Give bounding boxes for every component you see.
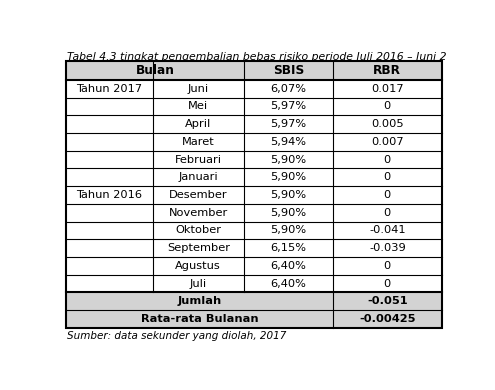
Bar	[66, 168, 442, 186]
Text: 5,90%: 5,90%	[270, 172, 306, 182]
Text: -0.039: -0.039	[369, 243, 406, 253]
Text: 0: 0	[384, 101, 391, 112]
Text: 0.005: 0.005	[371, 119, 404, 129]
Text: Juni: Juni	[188, 84, 209, 94]
Text: 0.017: 0.017	[371, 84, 404, 94]
Text: 5,90%: 5,90%	[270, 208, 306, 218]
Bar	[66, 275, 442, 292]
Bar	[66, 186, 442, 204]
Text: 0: 0	[384, 278, 391, 289]
Text: Januari: Januari	[179, 172, 218, 182]
Text: November: November	[169, 208, 228, 218]
Text: 5,94%: 5,94%	[271, 137, 306, 147]
Text: Jumlah: Jumlah	[177, 296, 222, 306]
Text: 5,90%: 5,90%	[270, 225, 306, 236]
Text: September: September	[167, 243, 230, 253]
Bar	[66, 310, 442, 328]
Text: Agustus: Agustus	[175, 261, 221, 271]
Text: 0.007: 0.007	[371, 137, 404, 147]
Text: Oktober: Oktober	[175, 225, 221, 236]
Bar	[66, 62, 442, 80]
Text: Tahun 2017: Tahun 2017	[76, 84, 142, 94]
Text: -0.051: -0.051	[367, 296, 408, 306]
Text: 0: 0	[384, 172, 391, 182]
Text: Juli: Juli	[190, 278, 207, 289]
Text: Desember: Desember	[169, 190, 228, 200]
Text: April: April	[185, 119, 211, 129]
Text: Sumber: data sekunder yang diolah, 2017: Sumber: data sekunder yang diolah, 2017	[67, 331, 287, 341]
Text: 0: 0	[384, 154, 391, 165]
Bar	[66, 80, 442, 98]
Text: RBR: RBR	[373, 64, 401, 77]
Text: 6,40%: 6,40%	[271, 278, 306, 289]
Text: -0.041: -0.041	[369, 225, 406, 236]
Text: SBIS: SBIS	[273, 64, 304, 77]
Bar	[66, 115, 442, 133]
Text: 0: 0	[384, 190, 391, 200]
Bar	[66, 133, 442, 151]
Text: 6,15%: 6,15%	[271, 243, 306, 253]
Text: Rata-rata Bulanan: Rata-rata Bulanan	[141, 314, 258, 324]
Text: 5,97%: 5,97%	[270, 119, 306, 129]
Text: 6,07%: 6,07%	[271, 84, 306, 94]
Bar	[66, 62, 442, 328]
Text: 5,97%: 5,97%	[270, 101, 306, 112]
Bar	[66, 257, 442, 275]
Bar	[66, 292, 442, 310]
Bar	[66, 222, 442, 239]
Text: 6,40%: 6,40%	[271, 261, 306, 271]
Text: 0: 0	[384, 261, 391, 271]
Bar	[66, 151, 442, 168]
Text: Mei: Mei	[188, 101, 208, 112]
Text: Tahun 2016: Tahun 2016	[76, 190, 142, 200]
Text: 0: 0	[384, 208, 391, 218]
Text: Maret: Maret	[182, 137, 215, 147]
Text: Bulan: Bulan	[136, 64, 174, 77]
Text: Februari: Februari	[175, 154, 222, 165]
Bar	[66, 98, 442, 115]
Text: Tabel 4.3 tingkat pengembalian bebas risiko periode Juli 2016 – Juni 2017: Tabel 4.3 tingkat pengembalian bebas ris…	[67, 52, 467, 62]
Text: 5,90%: 5,90%	[270, 154, 306, 165]
Text: -0.00425: -0.00425	[359, 314, 416, 324]
Bar	[66, 204, 442, 222]
Text: 5,90%: 5,90%	[270, 190, 306, 200]
Bar	[66, 239, 442, 257]
